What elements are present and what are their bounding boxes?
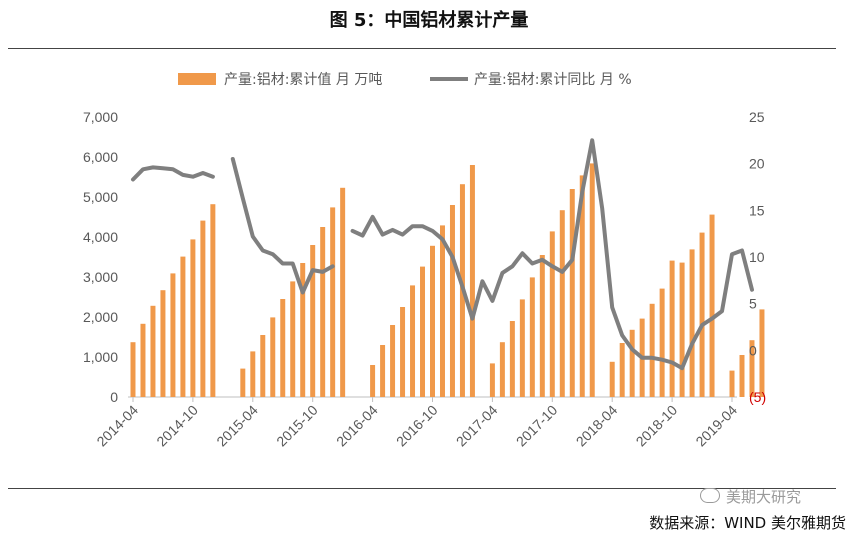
left-tick-label: 4,000 [83,229,118,245]
bar [420,266,426,397]
bar [250,351,256,397]
right-tick-label: 20 [749,156,765,172]
bar [689,249,695,397]
bar [410,285,416,397]
bar [519,299,525,397]
bar [300,263,306,397]
bar [180,256,186,397]
line-series [131,138,754,371]
bar [260,335,266,397]
x-tick-label: 2018-04 [573,402,621,450]
bar [549,231,555,397]
x-tick-label: 2019-04 [692,402,740,450]
top-rule [8,48,836,49]
bar [330,207,336,397]
left-tick-label: 5,000 [83,189,118,205]
x-tick-label: 2017-04 [453,402,501,450]
bar [469,165,475,397]
bar [340,187,346,397]
x-tick-label: 2015-04 [213,402,261,450]
bar [390,325,396,397]
legend-line-label: 产量:铝材:累计同比 月 % [474,72,632,88]
bar [729,370,735,397]
right-tick-label: 25 [749,109,765,125]
bar [140,323,146,397]
bar [509,321,515,397]
bar [649,303,655,397]
right-tick-label: 15 [749,202,765,218]
bar [449,205,455,397]
bar [659,288,665,397]
bar [619,343,625,397]
x-tick-label: 2016-10 [393,402,441,450]
bar [759,309,765,397]
watermark: 美期大研究 [700,486,801,507]
bar [529,277,535,397]
bar [430,245,435,397]
bar [609,361,615,397]
bar [190,239,196,397]
x-tick-label: 2017-10 [513,402,561,450]
legend-bar-swatch [178,73,216,85]
legend: 产量:铝材:累计值 月 万吨 产量:铝材:累计同比 月 % [178,72,632,88]
x-tick-label: 2014-04 [93,402,141,450]
bar [160,290,166,397]
bar [380,345,386,397]
bar [210,204,216,397]
bar [579,175,585,397]
bar [629,329,635,397]
bar [150,305,156,397]
bar [200,220,206,397]
right-tick-label: 10 [749,249,765,265]
bar [739,355,745,397]
x-tick-label: 2015-10 [273,402,321,450]
bar [709,214,715,397]
bar [370,365,376,397]
bar [280,299,286,397]
bar [539,255,545,397]
wechat-icon [700,488,720,503]
bar [589,163,595,397]
bar [320,227,326,397]
bar [489,363,495,397]
left-tick-label: 0 [110,389,118,405]
bar [699,232,705,397]
x-tick-label: 2018-10 [633,402,681,450]
yoy-line [131,138,754,371]
bar [559,210,565,397]
legend-bar-label: 产量:铝材:累计值 月 万吨 [224,72,382,88]
left-tick-label: 7,000 [83,109,118,125]
x-tick-label: 2016-04 [333,402,381,450]
right-tick-label: (5) [749,389,766,405]
bar [290,281,296,397]
bottom-rule [8,488,836,489]
bar [679,262,685,397]
left-tick-label: 2,000 [83,309,118,325]
bar [499,342,505,397]
left-tick-label: 1,000 [83,349,118,365]
bar [310,245,316,397]
left-tick-label: 3,000 [83,269,118,285]
bar [669,260,675,397]
bar [749,340,755,397]
bar [439,225,445,397]
right-tick-label: 0 [749,342,757,358]
watermark-text: 美期大研究 [726,488,802,506]
bar [240,368,246,397]
x-tick-label: 2014-10 [153,402,201,450]
bar [170,273,176,397]
chart-title: 图 5：中国铝材累计产量 [329,10,529,31]
bar [130,342,136,397]
bar [270,317,276,397]
bar [400,307,406,397]
source-note: 数据来源：WIND 美尔雅期货 [649,514,846,532]
left-tick-label: 6,000 [83,149,118,165]
right-tick-label: 5 [749,296,757,312]
bar [569,189,575,397]
